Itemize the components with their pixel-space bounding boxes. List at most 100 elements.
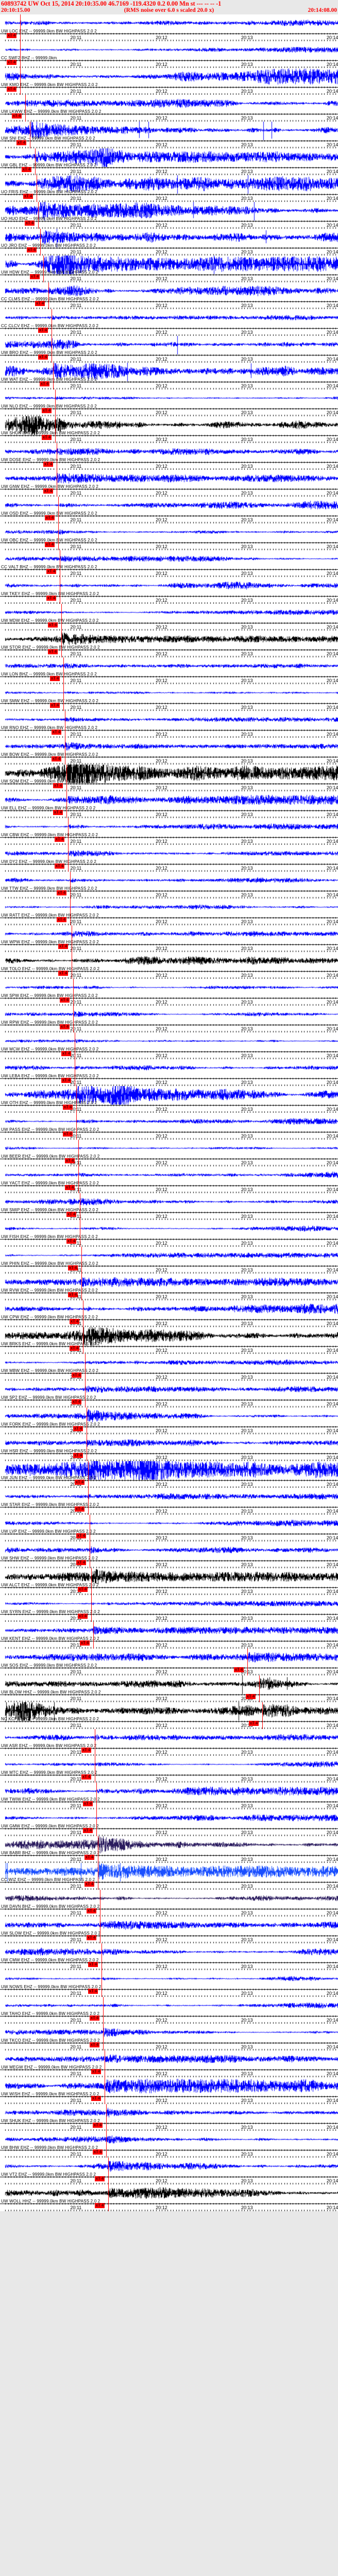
trace-row[interactable]: CC CLMS EHZ -- 99999.0km BW HIGHPASS 2.0… [0,282,338,301]
pick-flag[interactable]: xT 4 [63,1131,73,1137]
pick-flag[interactable]: xT 4 [46,569,57,574]
trace-row[interactable]: UO FRIS EHZ -- 99999.0km BW HIGHPASS 2.0… [0,175,338,194]
trace-row[interactable]: UW HDW EHZ -- 99999.0km BW HIGHPASS 2.0 … [0,256,338,274]
trace-row[interactable]: UW NOWS EHZ -- 99999.0km BW HIGHPASS 2.0… [0,1970,338,1989]
pick-flag[interactable]: xT 4 [76,1560,87,1565]
trace-row[interactable]: UW TKEY EHZ -- 99999.0km BW HIGHPASS 2.0… [0,577,338,596]
trace-row[interactable]: UW BLOW HHZ -- 99999.0km BW HIGHPASS 2.0… [0,1675,338,1694]
trace-row[interactable]: UW GBL EHZ -- 99999.0km BW HIGHPASS 2.0 … [0,148,338,167]
trace-row[interactable]: CC WIZ EHZ -- 99999.0km BW HIGHPASS 2.0 … [0,1863,338,1882]
pick-flag[interactable]: xT 4 [90,2015,100,2021]
trace-row[interactable]: UW SQM EHZ -- 99999.0km BW HIGHPASS 2.0 … [0,765,338,783]
trace-row[interactable]: UW RATT EHZ -- 99999.0km BW HIGHPASS 2.0… [0,899,338,917]
pick-flag[interactable]: xT 4 [75,1506,85,1512]
pick-flag[interactable]: xT 4 [61,1078,72,1083]
trace-row[interactable]: UW LON BHZ -- 99999.0km BW HIGHPASS 2.0 … [0,657,338,676]
pick-flag[interactable]: xT 4 [38,328,48,333]
pick-flag[interactable]: xT 4 [22,167,32,172]
trace-row[interactable]: UW MCW EHZ -- 99999.0km BW HIGHPASS 2.0 … [0,1032,338,1051]
pick-flag[interactable]: xT 4 [58,971,69,976]
trace-row[interactable]: UW ALCT EHZ -- 99999.0km BW HIGHPASS 2.0… [0,1568,338,1587]
pick-flag[interactable]: xT 4 [52,756,62,761]
pick-flag[interactable]: xT 4 [93,2149,103,2155]
pick-flag[interactable]: xT 4 [57,917,67,922]
pick-flag[interactable]: xT 4 [95,2203,105,2208]
trace-row[interactable]: UW HSR EHZ -- 99999.0km BW HIGHPASS 2.0 … [0,1434,338,1453]
pick-flag[interactable]: xT 4 [57,890,67,895]
pick-flag[interactable]: xT 4 [88,1962,98,1967]
pick-flag[interactable]: xT 4 [25,221,35,226]
trace-row[interactable]: UW ELL EHZ -- 99999.0km BW HIGHPASS 2.0 … [0,791,338,810]
trace-row[interactable]: UW CPW EHZ -- 99999.0km BW HIGHPASS 2.0 … [0,1300,338,1319]
trace-row[interactable]: UW VT2 EHZ -- 99999.0km BW HIGHPASS 2.0 … [0,2158,338,2176]
trace-row[interactable]: UW YACT EHZ -- 99999.0km BW HIGHPASS 2.0… [0,1166,338,1185]
pick-flag[interactable]: xT 4 [43,462,54,467]
trace-row[interactable]: UW SP2 EHZ -- 99999.0km BW HIGHPASS 2.0 … [0,1381,338,1399]
pick-flag[interactable]: xT 4 [60,997,70,1003]
trace-row[interactable]: UW CBW EHZ -- 99999.0km BW HIGHPASS 2.0 … [0,818,338,837]
pick-flag[interactable]: xT 4 [63,1105,73,1110]
pick-flag[interactable]: xT 4 [16,140,27,145]
trace-row[interactable]: UW PASS EHZ -- 99999.0km BW HIGHPASS 2.0… [0,1113,338,1131]
pick-flag[interactable]: xT 4 [55,863,65,869]
trace-row[interactable]: UW STOR EHZ -- 99999.0km BW HIGHPASS 2.0… [0,631,338,649]
pick-flag[interactable]: xT 4 [80,1640,90,1646]
trace-row[interactable]: UW SPW EHZ -- 99999.0km BW HIGHPASS 2.0 … [0,979,338,997]
pick-flag[interactable]: xT 4 [55,837,65,842]
trace-row[interactable]: UW SYRN EHZ -- 99999.0km BW HIGHPASS 2.0… [0,1595,338,1614]
pick-flag[interactable]: xT 4 [83,1801,93,1806]
pick-flag[interactable]: xT 4 [53,783,63,788]
trace-row[interactable]: UW LEBA EHZ -- 99999.0km BW HIGHPASS 2.0… [0,1059,338,1078]
pick-flag[interactable]: xT 4 [52,730,62,735]
pick-flag[interactable]: xT 4 [43,488,54,494]
trace-row[interactable]: UW BRKS EHZ -- 99999.0km BW HIGHPASS 2.0… [0,1327,338,1346]
pick-flag[interactable]: xT 4 [93,2123,103,2128]
pick-flag[interactable]: xT 4 [53,810,63,815]
trace-row[interactable]: UW SHUK EHZ -- 99999.0km BW HIGHPASS 2.0… [0,2104,338,2123]
trace-row[interactable]: UW TKCO EHZ -- 99999.0km BW HIGHPASS 2.0… [0,2024,338,2042]
trace-row[interactable]: UW BHW EHZ -- 99999.0km BW HIGHPASS 2.0 … [0,2131,338,2149]
pick-flag[interactable]: xT 4 [65,1158,75,1163]
trace-row[interactable]: UW RVW EHZ -- 99999.0km BW HIGHPASS 2.0 … [0,1274,338,1292]
trace-row[interactable]: UW STAR EHZ -- 99999.0km BW HIGHPASS 2.0… [0,1488,338,1506]
trace-row[interactable]: UW LKWW EHZ -- 99999.0km BW HIGHPASS 2.0… [0,95,338,113]
trace-row[interactable]: UW OBC EHZ -- 99999.0km BW HIGHPASS 2.0 … [0,523,338,542]
pick-flag[interactable]: xT 4 [7,33,17,38]
trace-row[interactable]: UW MTC EHZ -- 99999.0km BW HIGHPASS 2.0 … [0,1756,338,1774]
pick-flag[interactable]: xT 4 [42,408,52,413]
trace-row[interactable]: UW DY2 EHZ -- 99999.0km BW HIGHPASS 2.0 … [0,845,338,863]
trace-row[interactable]: UW BABR BHZ -- 99999.0km BW HIGHPASS 2.0… [0,1836,338,1855]
pick-flag[interactable]: xT 4 [246,1694,256,1699]
pick-flag[interactable]: xT 4 [249,1721,259,1726]
pick-flag[interactable]: xT 4 [75,1480,85,1485]
trace-row[interactable]: UO JRO EHZ -- 99999.0km BW HIGHPASS 2.0 … [0,229,338,247]
trace-row[interactable]: UW MEGW EHZ -- 99999.0km BW HIGHPASS 2.0… [0,2050,338,2069]
trace-row[interactable]: UW OTH EHZ -- 99999.0km BW HIGHPASS 2.0 … [0,1086,338,1105]
pick-flag[interactable]: xT 4 [68,1292,78,1297]
trace-row[interactable]: UW WAT EHZ -- 99999.0km BW HIGHPASS 2.0 … [0,363,338,381]
pick-flag[interactable]: xT 4 [91,2096,102,2101]
trace-row[interactable]: UW GNW EHZ -- 99999.0km BW HIGHPASS 2.0 … [0,470,338,488]
trace-row[interactable]: CC CLCV EHZ -- 99999.0km BW HIGHPASS 2.0… [0,309,338,328]
pick-flag[interactable]: xT 4 [42,435,52,440]
pick-flag[interactable]: xT 4 [38,354,48,360]
pick-flag[interactable]: xT 4 [84,1855,95,1860]
pick-flag[interactable]: xT 4 [70,1346,80,1351]
pick-flag[interactable]: xT 4 [78,1587,88,1592]
trace-row[interactable]: UW SHW EHZ -- 99999.0km BW HIGHPASS 2.0 … [0,1541,338,1560]
pick-flag[interactable]: xT 4 [48,622,58,628]
trace-row[interactable]: UW ASR EHZ -- 99999.0km BW HIGHPASS 2.0 … [0,1729,338,1748]
trace-row[interactable]: UW MBW EHZ -- 99999.0km BW HIGHPASS 2.0 … [0,1354,338,1372]
pick-flag[interactable]: xT 4 [72,1372,82,1378]
pick-flag[interactable]: xT 4 [23,194,33,199]
trace-row[interactable]: CC SWF2 BHZ -- 99999.0km [0,41,338,60]
trace-row[interactable]: UW WOLL HHZ -- 99999.0km BW HIGHPASS 2.0… [0,2184,338,2203]
pick-flag[interactable]: xT 4 [90,2042,100,2047]
pick-flag[interactable]: xT 4 [81,1748,92,1753]
trace-row[interactable]: UW NLO EHZ -- 99999.0km BW HIGHPASS 2.0 … [0,389,338,408]
pick-flag[interactable]: xT 4 [70,1319,80,1324]
pick-flag[interactable]: xT 4 [234,1667,244,1672]
trace-row[interactable]: UW DAVN BHZ -- 99999.0km BW HIGHPASS 2.0… [0,1890,338,1908]
trace-row[interactable]: UW DOSE EHZ -- 99999.0km BW HIGHPASS 2.0… [0,443,338,462]
trace-row[interactable]: UW MDW EHZ -- 99999.0km BW HIGHPASS 2.0 … [0,604,338,622]
